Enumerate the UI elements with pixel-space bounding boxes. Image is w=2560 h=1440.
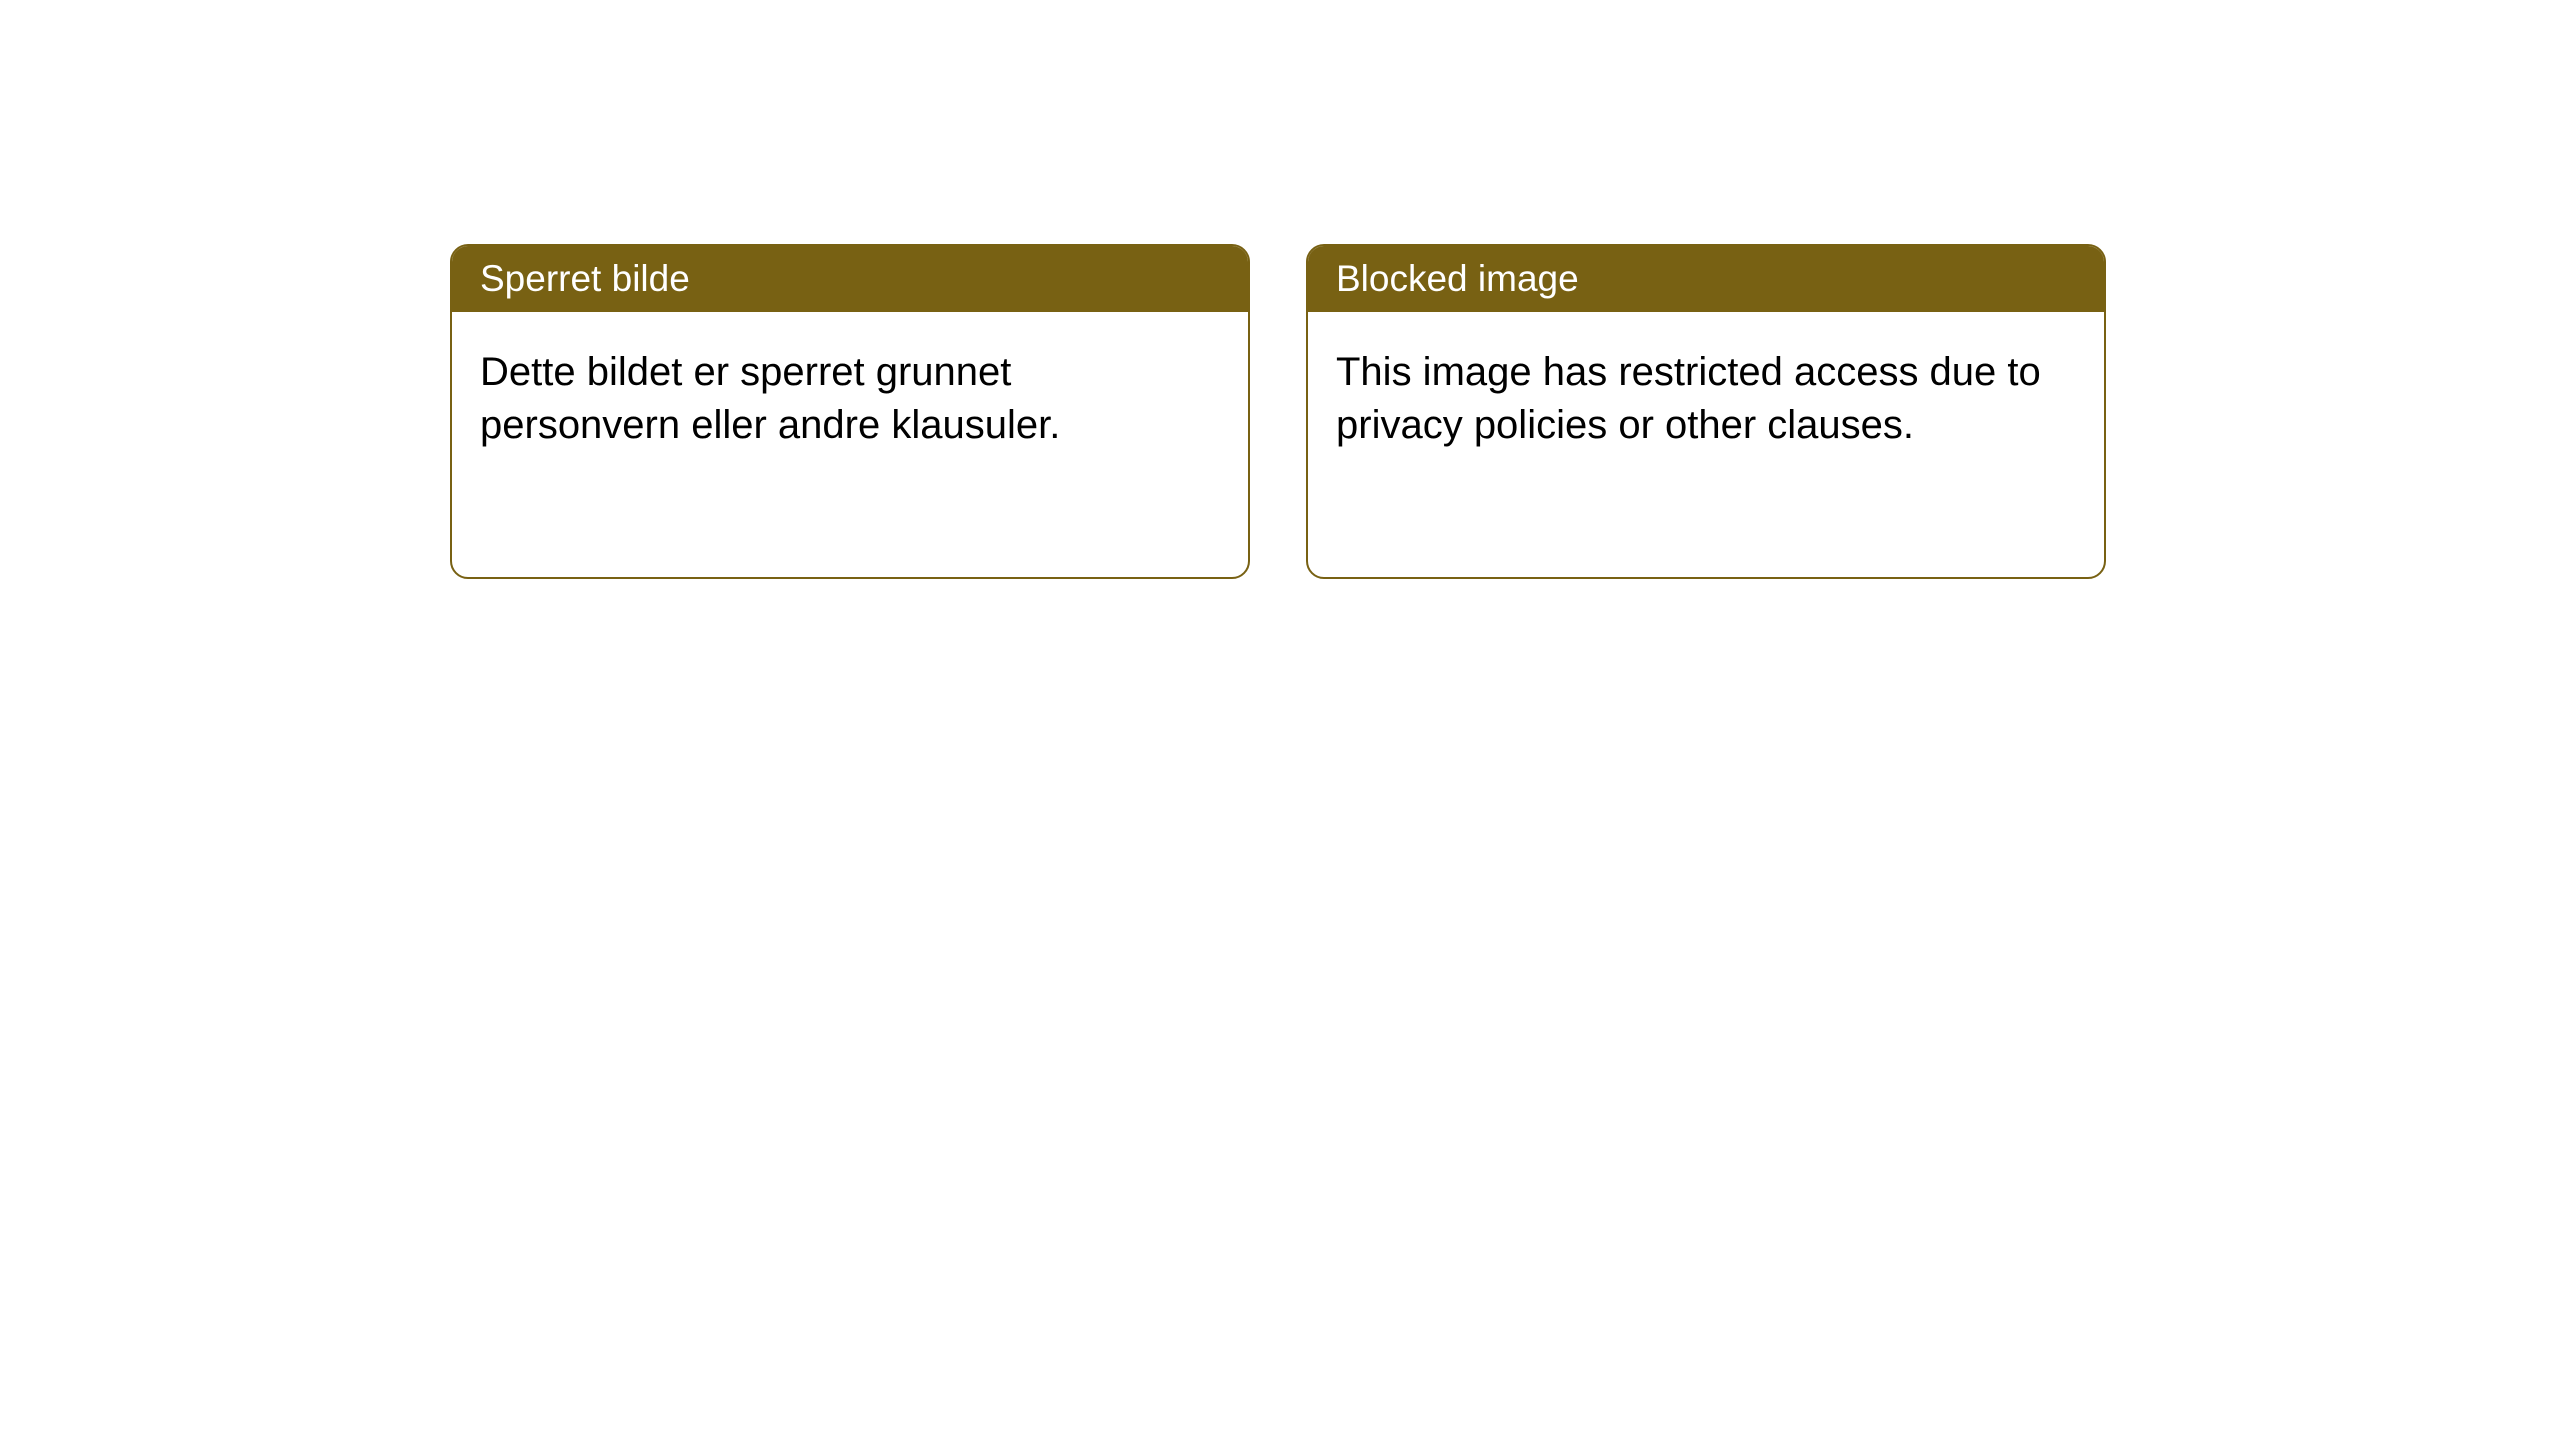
notice-card-title: Sperret bilde (452, 246, 1248, 312)
notice-card-body: This image has restricted access due to … (1308, 312, 2104, 486)
notice-cards-container: Sperret bilde Dette bildet er sperret gr… (450, 244, 2106, 579)
notice-card-title: Blocked image (1308, 246, 2104, 312)
notice-card-body: Dette bildet er sperret grunnet personve… (452, 312, 1248, 486)
notice-card-norwegian: Sperret bilde Dette bildet er sperret gr… (450, 244, 1250, 579)
notice-card-english: Blocked image This image has restricted … (1306, 244, 2106, 579)
